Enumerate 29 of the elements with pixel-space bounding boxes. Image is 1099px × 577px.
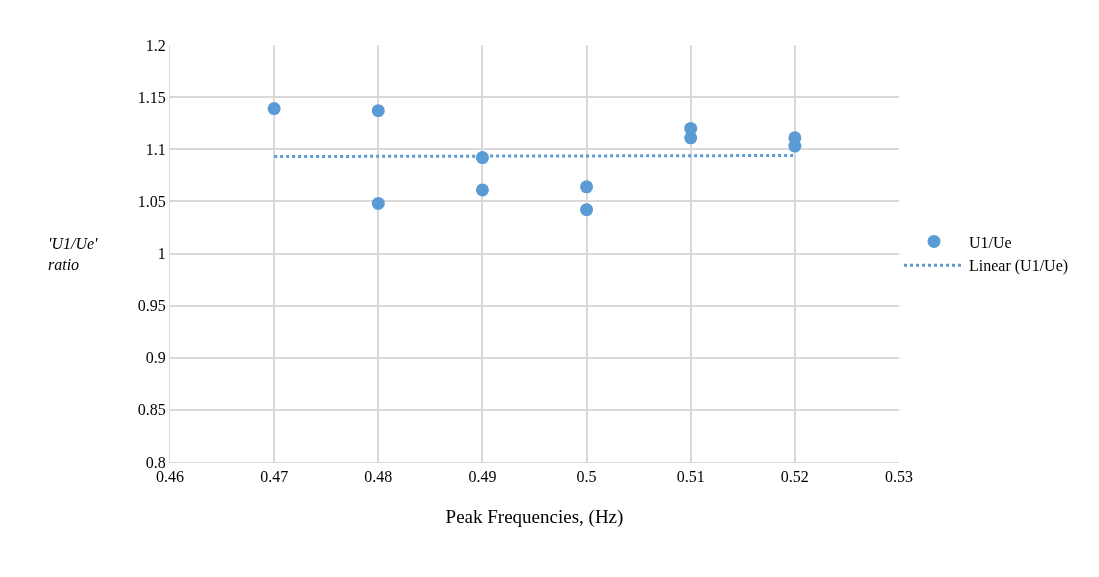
y-tick-label: 1.15 (137, 88, 166, 106)
x-tick-label: 0.5 (576, 468, 597, 486)
y-axis-title: 'U1/Ue' ratio (48, 235, 99, 273)
x-tick-label: 0.49 (468, 468, 497, 486)
point (580, 180, 594, 194)
y-tick-label: 0.9 (145, 349, 166, 367)
x-tick-label: 0.48 (364, 468, 393, 486)
x-tick-label: 0.46 (156, 468, 184, 486)
point (788, 139, 802, 153)
point (267, 102, 281, 116)
y-tick-label: 1.2 (145, 36, 166, 54)
legend-label: Linear (U1/Ue) (969, 257, 1069, 276)
y-tick-label: 0.85 (137, 401, 166, 419)
point (684, 131, 698, 145)
y-tick-label: 1 (157, 245, 166, 263)
x-axis-title: Peak Frequencies, (Hz) (445, 506, 624, 528)
y-tick-label: 1.1 (145, 140, 166, 158)
point (371, 196, 385, 210)
y-tick-label: 0.8 (145, 453, 166, 471)
legend-label: U1/Ue (969, 233, 1012, 251)
x-tick-label: 0.51 (676, 468, 705, 486)
y-tick-label: 1.05 (137, 192, 166, 210)
x-tick-label: 0.52 (780, 468, 809, 486)
x-tick-label: 0.53 (885, 468, 913, 486)
point (580, 203, 594, 217)
point (371, 104, 385, 118)
y-tick-label: 0.95 (137, 297, 166, 315)
x-tick-label: 0.47 (260, 468, 289, 486)
point (475, 183, 489, 197)
